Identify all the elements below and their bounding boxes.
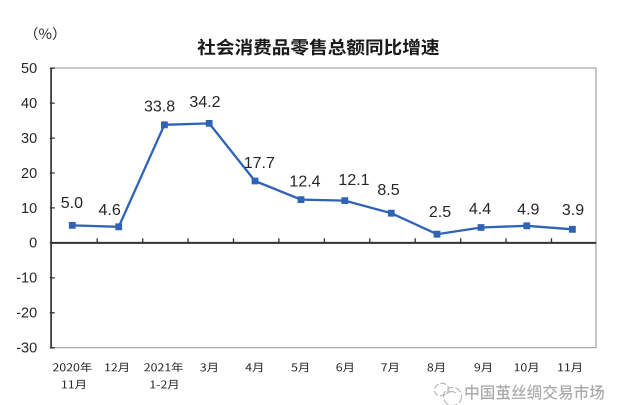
svg-text:40: 40: [21, 96, 37, 112]
svg-text:17.7: 17.7: [244, 155, 275, 172]
svg-text:33.8: 33.8: [144, 99, 175, 116]
svg-text:4.9: 4.9: [517, 202, 539, 219]
svg-text:-30: -30: [16, 341, 37, 357]
svg-text:10: 10: [21, 201, 37, 217]
svg-text:0: 0: [29, 236, 37, 252]
svg-text:4.6: 4.6: [98, 202, 120, 219]
svg-text:12.1: 12.1: [338, 172, 369, 189]
svg-text:20: 20: [21, 166, 37, 182]
svg-text:30: 30: [21, 131, 37, 147]
svg-text:12.4: 12.4: [289, 173, 320, 190]
svg-text:4.4: 4.4: [469, 201, 491, 218]
svg-text:-20: -20: [16, 306, 37, 322]
svg-text:2.5: 2.5: [429, 204, 451, 221]
svg-text:50: 50: [21, 61, 37, 77]
svg-text:3.9: 3.9: [562, 202, 584, 219]
svg-text:-10: -10: [16, 271, 37, 287]
svg-text:5.0: 5.0: [61, 195, 83, 212]
svg-text:8.5: 8.5: [377, 182, 399, 199]
svg-text:34.2: 34.2: [189, 94, 220, 111]
